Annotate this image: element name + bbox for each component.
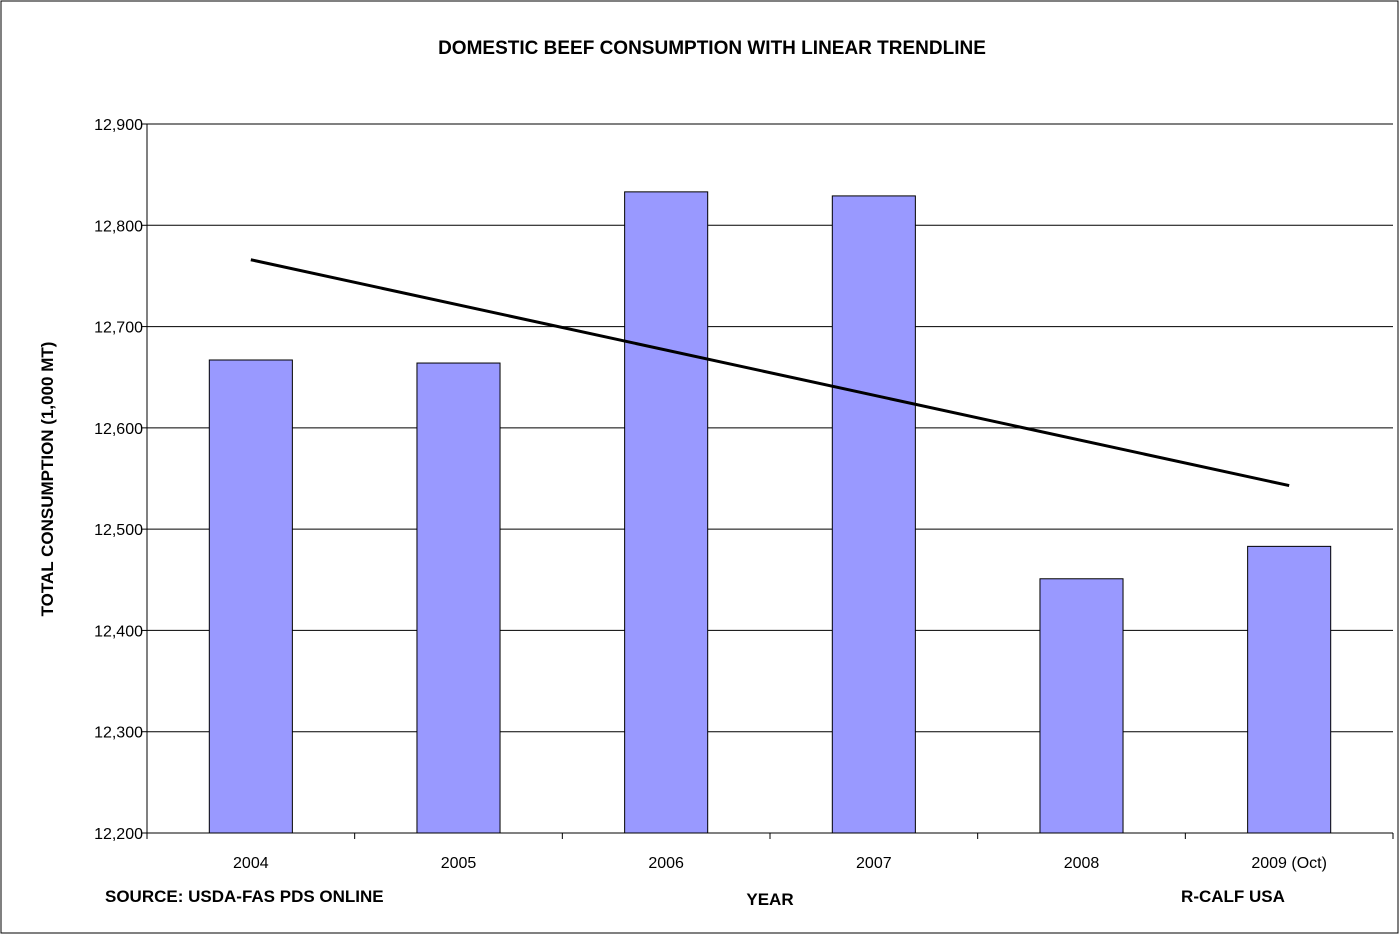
x-tick-label: 2006 xyxy=(648,855,684,872)
x-tick-labels: 2004 2005 2006 2007 2008 2009 (Oct) xyxy=(146,833,1394,872)
y-tick-label: 12,200 xyxy=(94,826,143,843)
chart-title: DOMESTIC BEEF CONSUMPTION WITH LINEAR TR… xyxy=(438,38,986,59)
credit-note: R-CALF USA xyxy=(1181,887,1285,906)
bar xyxy=(624,191,709,834)
gridlines xyxy=(147,123,1393,733)
bars xyxy=(208,191,1332,834)
bar xyxy=(208,359,293,834)
y-tick-label: 12,300 xyxy=(94,725,143,742)
bar xyxy=(1247,545,1332,834)
y-tick-labels: 12,200 12,300 12,400 12,500 12,600 12,700 12,8… xyxy=(94,117,147,843)
bar xyxy=(831,195,916,834)
x-axis-label: YEAR xyxy=(746,890,793,909)
y-tick-label: 12,700 xyxy=(94,320,143,337)
x-tick-label: 2008 xyxy=(1064,855,1100,872)
x-tick-label: 2005 xyxy=(441,855,477,872)
x-tick-label: 2007 xyxy=(856,855,892,872)
x-tick-label: 2009 (Oct) xyxy=(1251,855,1327,872)
bar xyxy=(416,362,501,834)
bar xyxy=(1039,578,1124,834)
source-note: SOURCE: USDA-FAS PDS ONLINE xyxy=(105,887,384,906)
y-tick-label: 12,600 xyxy=(94,421,143,438)
linear-trendline xyxy=(250,258,1290,488)
y-tick-label: 12,400 xyxy=(94,623,143,640)
y-tick-label: 12,800 xyxy=(94,218,143,235)
x-tick-label: 2004 xyxy=(233,855,269,872)
trendline xyxy=(250,258,1290,488)
y-axis-label: TOTAL CONSUMPTION (1,000 MT) xyxy=(38,342,57,617)
y-tick-label: 12,900 xyxy=(94,117,143,134)
y-tick-label: 12,500 xyxy=(94,522,143,539)
